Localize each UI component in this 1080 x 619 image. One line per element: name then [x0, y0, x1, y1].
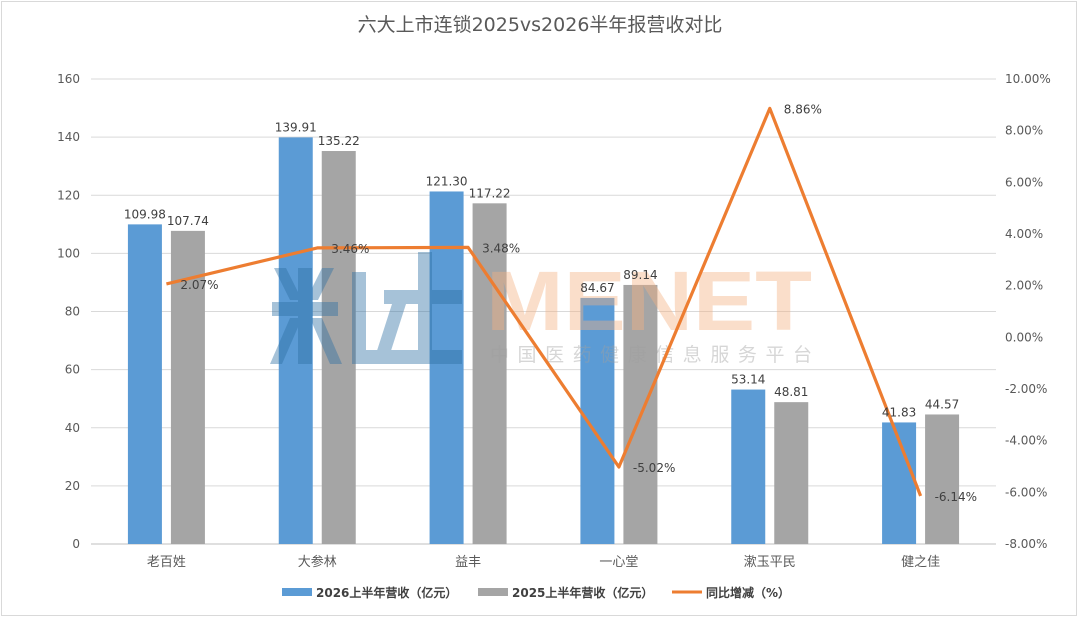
- line-value-label: 3.48%: [482, 241, 520, 255]
- chart-title: 六大上市连锁2025vs2026半年报营收对比: [357, 14, 723, 36]
- bar: [731, 389, 766, 544]
- left-tick-label: 20: [65, 479, 80, 493]
- right-tick-label: 8.00%: [1005, 124, 1043, 138]
- bar-value-label: 107.74: [167, 214, 209, 228]
- bar-value-label: 109.98: [124, 207, 166, 221]
- line-value-label: 2.07%: [180, 278, 218, 292]
- bar: [127, 224, 162, 545]
- right-tick-label: 4.00%: [1005, 227, 1043, 241]
- left-tick-label: 140: [57, 130, 80, 144]
- right-tick-label: -6.00%: [1005, 485, 1047, 499]
- watermark-brand: MENET: [486, 254, 812, 348]
- x-axis-labels: 老百姓 大参林 益丰 一心堂 漱玉平民 健之佳: [147, 554, 940, 570]
- legend-label: 同比增减（%）: [706, 585, 790, 600]
- line-series: [166, 106, 923, 497]
- legend-label: 2026上半年营收（亿元）: [316, 585, 457, 600]
- right-tick-label: -2.00%: [1005, 382, 1047, 396]
- left-tick-label: 120: [57, 188, 80, 202]
- bar-value-label: 121.30: [426, 174, 468, 188]
- line-value-label: 3.46%: [331, 242, 369, 256]
- bar: [774, 402, 809, 544]
- line-value-label: -6.14%: [935, 490, 977, 504]
- category-label: 益丰: [455, 555, 481, 570]
- right-tick-label: -8.00%: [1005, 537, 1047, 551]
- left-tick-label: 80: [65, 305, 80, 319]
- line-value-label: 8.86%: [784, 102, 822, 116]
- left-axis: 0 20 40 60 80 100 120 140 160: [57, 72, 80, 551]
- line-value-label: -5.02%: [633, 461, 675, 475]
- category-label: 大参林: [298, 554, 337, 570]
- category-label: 老百姓: [147, 555, 186, 570]
- bar-value-label: 135.22: [318, 134, 360, 148]
- bar-value-label: 89.14: [623, 268, 657, 282]
- left-tick-label: 0: [72, 537, 80, 551]
- watermark-logo: MENET 中国医药健康信息服务平台: [270, 252, 812, 366]
- left-tick-label: 40: [65, 421, 80, 435]
- menet-logo-icon: [270, 252, 462, 364]
- right-tick-label: 2.00%: [1005, 279, 1043, 293]
- gridlines: [91, 78, 996, 545]
- bar-value-label: 53.14: [731, 373, 765, 387]
- bars: [127, 137, 960, 545]
- bar-value-label: 41.83: [882, 405, 916, 419]
- legend: 2026上半年营收（亿元） 2025上半年营收（亿元） 同比增减（%）: [282, 585, 790, 600]
- bar: [278, 137, 313, 544]
- bar: [321, 151, 356, 544]
- legend-swatch: [478, 588, 508, 596]
- left-tick-label: 100: [57, 246, 80, 260]
- right-tick-label: 10.00%: [1005, 72, 1051, 86]
- legend-swatch: [282, 588, 312, 596]
- left-tick-label: 160: [57, 72, 80, 86]
- left-tick-label: 60: [65, 363, 80, 377]
- right-tick-label: 6.00%: [1005, 175, 1043, 189]
- right-axis: -8.00% -6.00% -4.00% -2.00% 0.00% 2.00% 4.00% 6…: [1005, 72, 1051, 551]
- right-tick-label: 0.00%: [1005, 330, 1043, 344]
- right-tick-label: -4.00%: [1005, 434, 1047, 448]
- bar-value-label: 117.22: [469, 186, 511, 200]
- category-label: 漱玉平民: [744, 555, 796, 570]
- legend-label: 2025上半年营收（亿元）: [512, 585, 653, 600]
- bar-value-label: 44.57: [925, 397, 959, 411]
- bar-value-label: 139.91: [275, 120, 317, 134]
- bar-value-label: 84.67: [580, 281, 614, 295]
- category-label: 健之佳: [901, 555, 940, 570]
- bar-value-label: 48.81: [774, 385, 808, 399]
- bar: [429, 191, 464, 545]
- growth-line: [166, 106, 923, 497]
- category-label: 一心堂: [599, 555, 638, 570]
- bar: [925, 414, 960, 544]
